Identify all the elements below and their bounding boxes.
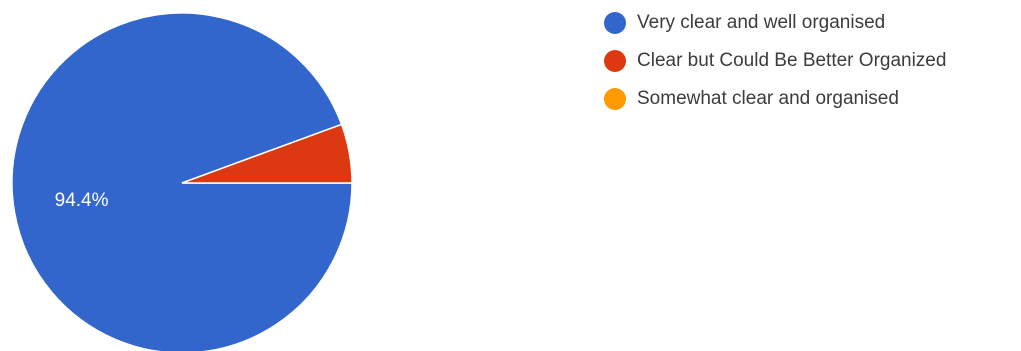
legend-label-clear-but-better-organized: Clear but Could Be Better Organized [637,50,947,71]
legend-label-very-clear: Very clear and well organised [637,12,886,33]
chart-legend: Very clear and well organised Clear but … [604,10,946,124]
slice-label-very-clear: 94.4% [55,190,109,211]
legend-item-very-clear[interactable]: Very clear and well organised [604,10,946,36]
legend-swatch-clear-but-better-organized [604,50,626,72]
legend-item-clear-but-better-organized[interactable]: Clear but Could Be Better Organized [604,48,946,74]
pie-slice-very-clear[interactable] [11,12,353,351]
pie-slice-clear-but-better-organized[interactable] [181,123,353,184]
legend-item-somewhat-clear[interactable]: Somewhat clear and organised [604,86,946,112]
legend-swatch-very-clear [604,12,626,34]
legend-swatch-somewhat-clear [604,88,626,110]
legend-label-somewhat-clear: Somewhat clear and organised [637,88,899,109]
